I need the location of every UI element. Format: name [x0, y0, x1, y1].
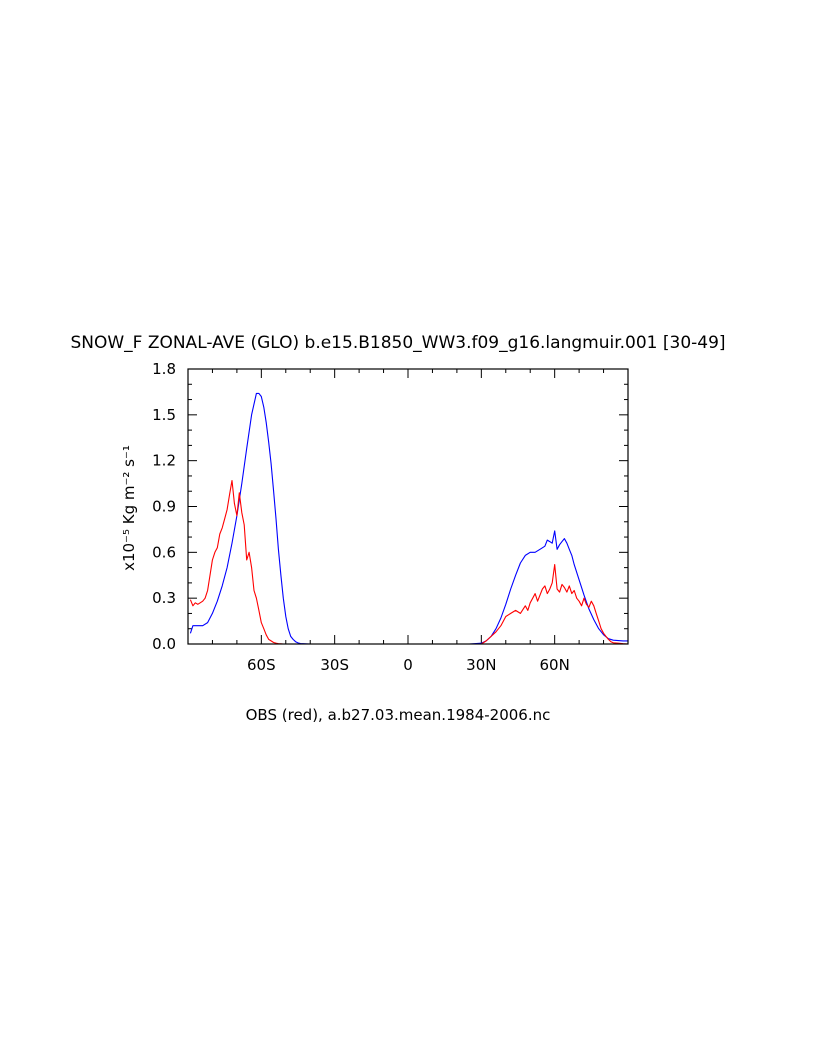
- plot-frame: [187, 368, 629, 645]
- series-line-0: [189, 392, 628, 645]
- x-tick-label: 60S: [247, 656, 276, 674]
- x-axis-label: OBS (red), a.b27.03.mean.1984-2006.nc: [246, 706, 551, 724]
- x-tick-label: 30N: [466, 656, 496, 674]
- chart-title: SNOW_F ZONAL-AVE (GLO) b.e15.B1850_WW3.f…: [70, 333, 725, 353]
- y-tick-label: 1.8: [152, 360, 176, 378]
- y-tick-label: 0.0: [152, 635, 176, 653]
- y-tick-label: 1.2: [152, 452, 176, 470]
- x-tick-label: 60N: [540, 656, 570, 674]
- x-tick-label: 0: [403, 656, 413, 674]
- x-tick-label: 30S: [320, 656, 349, 674]
- y-axis-label: x10⁻⁵ Kg m⁻² s⁻¹: [120, 445, 138, 571]
- series-layer: [189, 392, 629, 645]
- y-tick-label: 1.5: [152, 406, 176, 424]
- series-line-1: [189, 479, 629, 645]
- y-tick-label: 0.3: [152, 589, 176, 607]
- y-tick-label: 0.6: [152, 543, 176, 561]
- y-tick-label: 0.9: [152, 498, 176, 516]
- y-axis-label-group: x10⁻⁵ Kg m⁻² s⁻¹: [120, 445, 138, 571]
- ticks-layer: 60S 30S 0 30N 60N 0.0 0.3 0.6 0.9 1.2 1.5 1.8: [152, 360, 628, 674]
